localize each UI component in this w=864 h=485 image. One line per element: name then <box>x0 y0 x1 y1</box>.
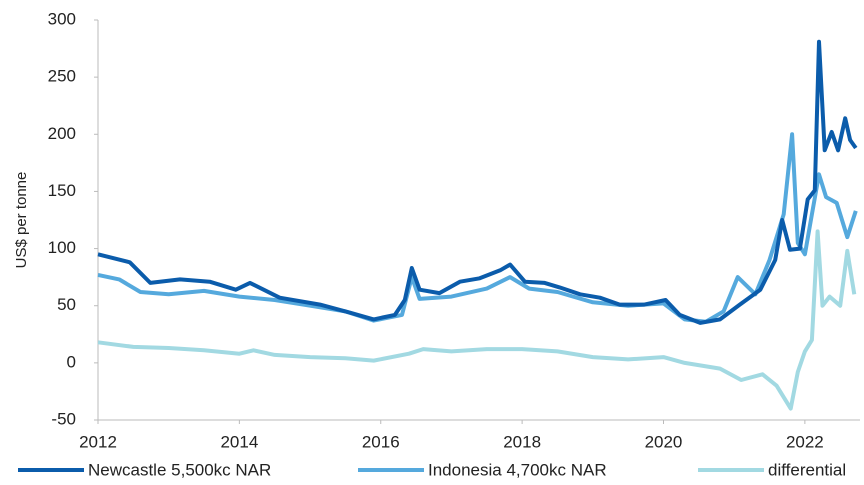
y-tick-label: 50 <box>57 295 76 314</box>
y-axis-label: US$ per tonne <box>13 172 30 269</box>
y-tick-label: 250 <box>48 67 76 86</box>
x-tick-label: 2018 <box>503 432 541 451</box>
legend-label: Indonesia 4,700kc NAR <box>428 460 607 479</box>
y-tick-label: 150 <box>48 181 76 200</box>
y-tick-label: 300 <box>48 9 76 28</box>
x-tick-label: 2016 <box>362 432 400 451</box>
y-tick-label: 0 <box>67 352 76 371</box>
y-tick-label: 100 <box>48 238 76 257</box>
x-tick-label: 2020 <box>645 432 683 451</box>
legend-label: differential <box>768 460 846 479</box>
x-tick-label: 2012 <box>79 432 117 451</box>
legend-label: Newcastle 5,500kc NAR <box>88 460 271 479</box>
series-line <box>97 132 858 324</box>
y-tick-label: -50 <box>51 409 76 428</box>
x-tick-label: 2014 <box>220 432 258 451</box>
series-line <box>97 39 858 325</box>
series-line <box>97 229 857 411</box>
y-tick-label: 200 <box>48 124 76 143</box>
x-tick-label: 2022 <box>786 432 824 451</box>
